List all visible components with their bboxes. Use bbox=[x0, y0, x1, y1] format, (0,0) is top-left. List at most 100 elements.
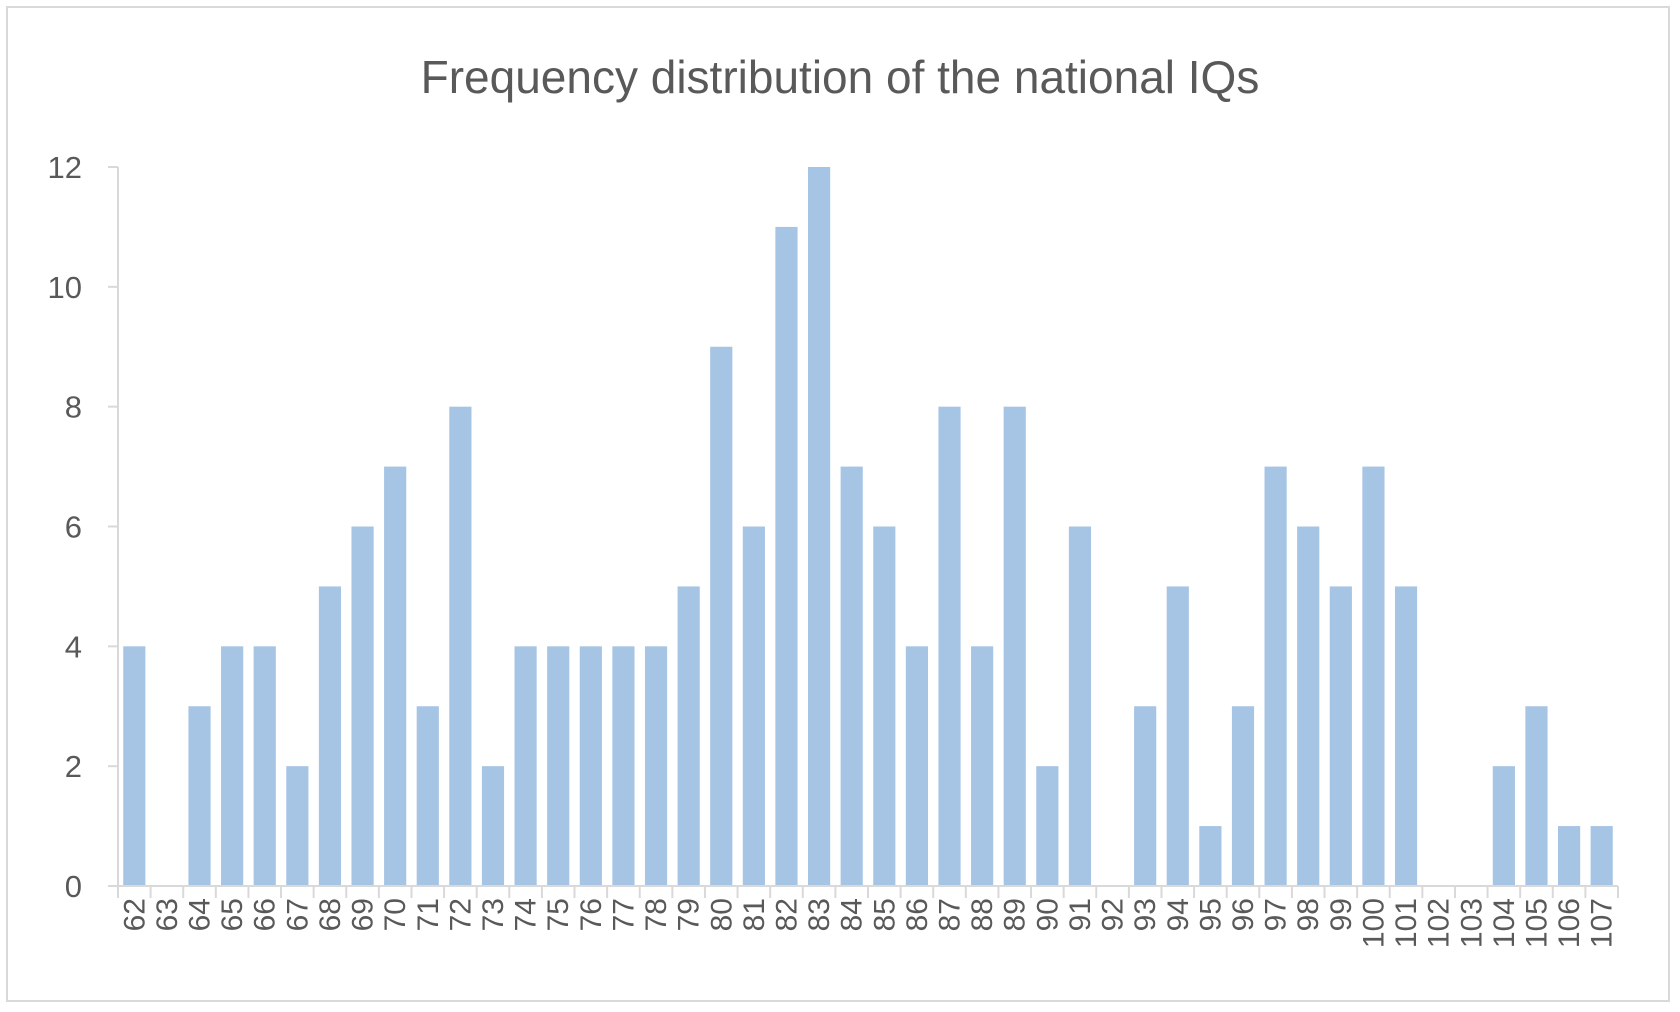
x-tick-label: 102 bbox=[1423, 898, 1456, 948]
x-tick-label: 72 bbox=[444, 898, 477, 931]
bar-97 bbox=[1264, 466, 1287, 886]
bar-65 bbox=[221, 646, 244, 886]
bar-71 bbox=[416, 706, 439, 886]
bar-90 bbox=[1036, 766, 1059, 886]
x-tick-label: 78 bbox=[640, 898, 673, 931]
chart-frame bbox=[6, 6, 1670, 1002]
bar-95 bbox=[1199, 826, 1222, 886]
x-tick-label: 98 bbox=[1292, 898, 1325, 931]
bar-82 bbox=[775, 226, 798, 887]
x-tick-label: 62 bbox=[118, 898, 151, 931]
x-tick-label: 63 bbox=[151, 898, 184, 931]
x-tick-label: 97 bbox=[1260, 898, 1293, 931]
bar-99 bbox=[1329, 586, 1352, 886]
x-tick-label: 104 bbox=[1488, 898, 1521, 948]
y-tick-label: 10 bbox=[48, 270, 82, 305]
bar-83 bbox=[808, 167, 831, 886]
y-axis-labels: 0 2 4 6 8 10 12 bbox=[48, 150, 82, 904]
x-tick-label: 76 bbox=[575, 898, 608, 931]
x-tick-label: 66 bbox=[249, 898, 282, 931]
bar-87 bbox=[938, 406, 961, 886]
bar-96 bbox=[1231, 706, 1255, 886]
x-tick-label: 68 bbox=[314, 898, 347, 931]
x-tick-label: 101 bbox=[1390, 898, 1423, 948]
bar-77 bbox=[612, 646, 635, 886]
bar-72 bbox=[449, 406, 472, 886]
x-tick-label: 92 bbox=[1097, 898, 1130, 931]
x-tick-label: 79 bbox=[673, 898, 706, 931]
x-tick-label: 105 bbox=[1520, 898, 1553, 948]
y-tick-label: 4 bbox=[65, 629, 82, 664]
x-tick-label: 106 bbox=[1553, 898, 1586, 948]
bar-79 bbox=[677, 586, 700, 886]
x-tick-label: 103 bbox=[1455, 898, 1488, 948]
y-tick-label: 6 bbox=[65, 510, 82, 545]
x-tick-label: 83 bbox=[803, 898, 836, 931]
bar-68 bbox=[318, 586, 342, 886]
x-tick-label: 73 bbox=[477, 898, 510, 931]
x-tick-label: 94 bbox=[1162, 898, 1195, 931]
bar-89 bbox=[1003, 406, 1026, 886]
x-tick-label: 69 bbox=[347, 898, 380, 931]
y-tick-label: 8 bbox=[65, 390, 82, 425]
x-tick-label: 82 bbox=[770, 898, 803, 931]
x-tick-label: 99 bbox=[1325, 898, 1358, 931]
bar-101 bbox=[1394, 586, 1418, 886]
bar-88 bbox=[971, 646, 994, 886]
x-tick-label: 93 bbox=[1129, 898, 1162, 931]
bar-84 bbox=[840, 466, 863, 886]
x-tick-label: 65 bbox=[216, 898, 249, 931]
bar-85 bbox=[873, 526, 896, 886]
x-tick-label: 100 bbox=[1357, 898, 1390, 948]
x-tick-label: 75 bbox=[542, 898, 575, 931]
x-tick-label: 88 bbox=[966, 898, 999, 931]
x-tick-label: 107 bbox=[1586, 898, 1619, 948]
bar-107 bbox=[1590, 826, 1613, 886]
bar-66 bbox=[253, 646, 276, 886]
bar-86 bbox=[905, 646, 928, 886]
bar-74 bbox=[514, 646, 537, 886]
bar-73 bbox=[481, 766, 505, 886]
x-tick-label: 85 bbox=[868, 898, 901, 931]
x-axis-labels: 62 63 64 65 66 67 68 69 70 71 72 73 74 75 76 77 78 79 80 81… bbox=[118, 898, 1618, 948]
bar-104 bbox=[1492, 766, 1515, 886]
x-tick-label: 64 bbox=[184, 898, 217, 931]
axes bbox=[108, 166, 1619, 898]
y-tick-label: 12 bbox=[48, 150, 82, 185]
bar-100 bbox=[1362, 466, 1385, 886]
x-tick-label: 95 bbox=[1194, 898, 1227, 931]
bar-67 bbox=[286, 766, 309, 886]
bar-106 bbox=[1558, 826, 1581, 886]
x-tick-label: 80 bbox=[705, 898, 738, 931]
x-tick-label: 74 bbox=[510, 898, 543, 931]
chart-title: Frequency distribution of the national I… bbox=[421, 51, 1260, 103]
bars bbox=[123, 167, 1613, 887]
bar-98 bbox=[1297, 526, 1320, 886]
bar-78 bbox=[644, 646, 668, 886]
bar-75 bbox=[547, 646, 570, 886]
x-tick-label: 77 bbox=[607, 898, 640, 931]
x-tick-label: 86 bbox=[901, 898, 934, 931]
x-tick-label: 81 bbox=[738, 898, 771, 931]
x-tick-label: 87 bbox=[934, 898, 967, 931]
x-tick-label: 96 bbox=[1227, 898, 1260, 931]
bar-69 bbox=[351, 526, 374, 886]
x-tick-label: 71 bbox=[412, 898, 445, 931]
bar-62 bbox=[123, 646, 146, 886]
y-tick-label: 0 bbox=[65, 869, 82, 904]
x-tick-label: 91 bbox=[1064, 898, 1097, 931]
bar-81 bbox=[742, 526, 765, 886]
bar-80 bbox=[710, 346, 733, 886]
x-tick-label: 84 bbox=[836, 898, 869, 931]
bar-64 bbox=[188, 706, 211, 886]
bar-91 bbox=[1068, 526, 1092, 886]
x-tick-label: 70 bbox=[379, 898, 412, 931]
bar-76 bbox=[579, 646, 602, 886]
bar-105 bbox=[1525, 706, 1548, 886]
x-tick-label: 67 bbox=[281, 898, 314, 931]
x-tick-label: 90 bbox=[1031, 898, 1064, 931]
bar-94 bbox=[1166, 586, 1189, 886]
y-tick-label: 2 bbox=[65, 749, 82, 784]
bar-93 bbox=[1134, 706, 1157, 886]
